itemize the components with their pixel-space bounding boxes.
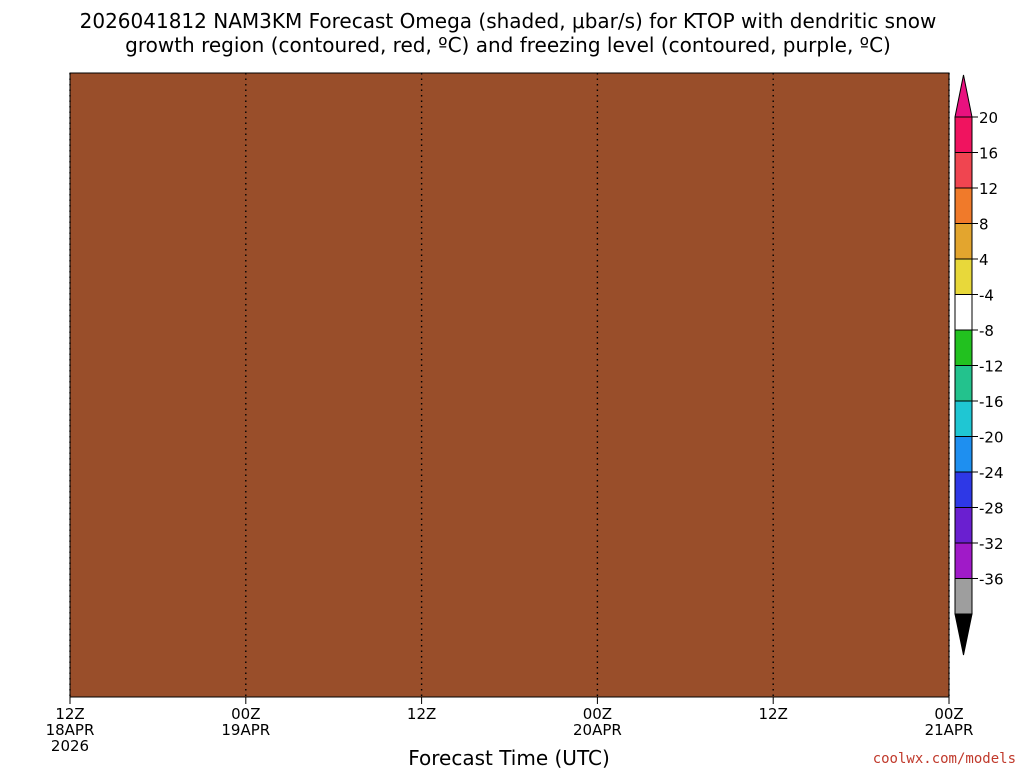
colorbar-swatch <box>954 116 973 153</box>
colorbar-label: -16 <box>979 393 1004 411</box>
colorbar-swatch <box>954 542 973 579</box>
omega-colorbar-legend: 20 16 12 8 4 -4 -8 -12 -16 -20 -24 -28 -32 -36 <box>954 74 1004 656</box>
colorbar-swatch <box>954 152 973 189</box>
colorbar-label: -12 <box>979 358 1004 376</box>
colorbar-swatch <box>954 294 973 331</box>
x-tick-label: 20APR <box>573 721 622 739</box>
x-tick-label: 12Z <box>407 705 436 723</box>
plot-frame <box>69 72 950 698</box>
colorbar-label: -8 <box>979 322 994 340</box>
colorbar-swatch <box>954 507 973 544</box>
ground-below-surface <box>70 73 949 697</box>
site-credit: coolwx.com/models <box>873 751 1016 767</box>
colorbar-swatch <box>954 471 973 508</box>
plot-border <box>69 72 950 698</box>
colorbar-swatch <box>954 365 973 402</box>
colorbar-swatch <box>954 187 973 224</box>
colorbar-label: 8 <box>979 216 989 234</box>
omega-shading <box>70 73 949 697</box>
x-axis-label: Forecast Time (UTC) <box>408 746 610 768</box>
colorbar-label: -36 <box>979 571 1004 589</box>
colorbar-label: -32 <box>979 535 1004 553</box>
colorbar-label: 20 <box>979 109 998 127</box>
x-tick-label: 12Z <box>759 705 788 723</box>
colorbar-label: -28 <box>979 500 1004 518</box>
colorbar-label: -4 <box>979 287 994 305</box>
chart-title: 2026041812 NAM3KM Forecast Omega (shaded… <box>80 9 937 57</box>
chart-title-line-1: 2026041812 NAM3KM Forecast Omega (shaded… <box>80 9 937 33</box>
colorbar-label: 4 <box>979 251 989 269</box>
colorbar-bottom-arrow <box>954 613 973 656</box>
x-tick-label: 19APR <box>221 721 270 739</box>
x-tick-label: 12Z <box>55 705 84 723</box>
colorbar-label: 12 <box>979 180 998 198</box>
x-tick-label: 00Z <box>934 705 963 723</box>
x-tick-label: 21APR <box>925 721 974 739</box>
plot-area <box>70 73 949 697</box>
colorbar-swatch <box>954 578 973 615</box>
colorbar-swatch <box>954 329 973 366</box>
colorbar-label: -20 <box>979 429 1004 447</box>
colorbar-label: -24 <box>979 464 1004 482</box>
x-tick-label: 2026 <box>51 737 89 755</box>
x-tick-label: 00Z <box>583 705 612 723</box>
colorbar-swatch <box>954 400 973 437</box>
chart-title-line-2: growth region (contoured, red, ºC) and f… <box>125 33 891 57</box>
colorbar-swatch <box>954 223 973 260</box>
x-tick-label: 00Z <box>231 705 260 723</box>
colorbar-top-arrow <box>954 74 973 118</box>
colorbar-label: 16 <box>979 145 998 163</box>
colorbar-swatch <box>954 258 973 295</box>
colorbar-swatch <box>954 436 973 473</box>
x-tick-label: 18APR <box>46 721 95 739</box>
